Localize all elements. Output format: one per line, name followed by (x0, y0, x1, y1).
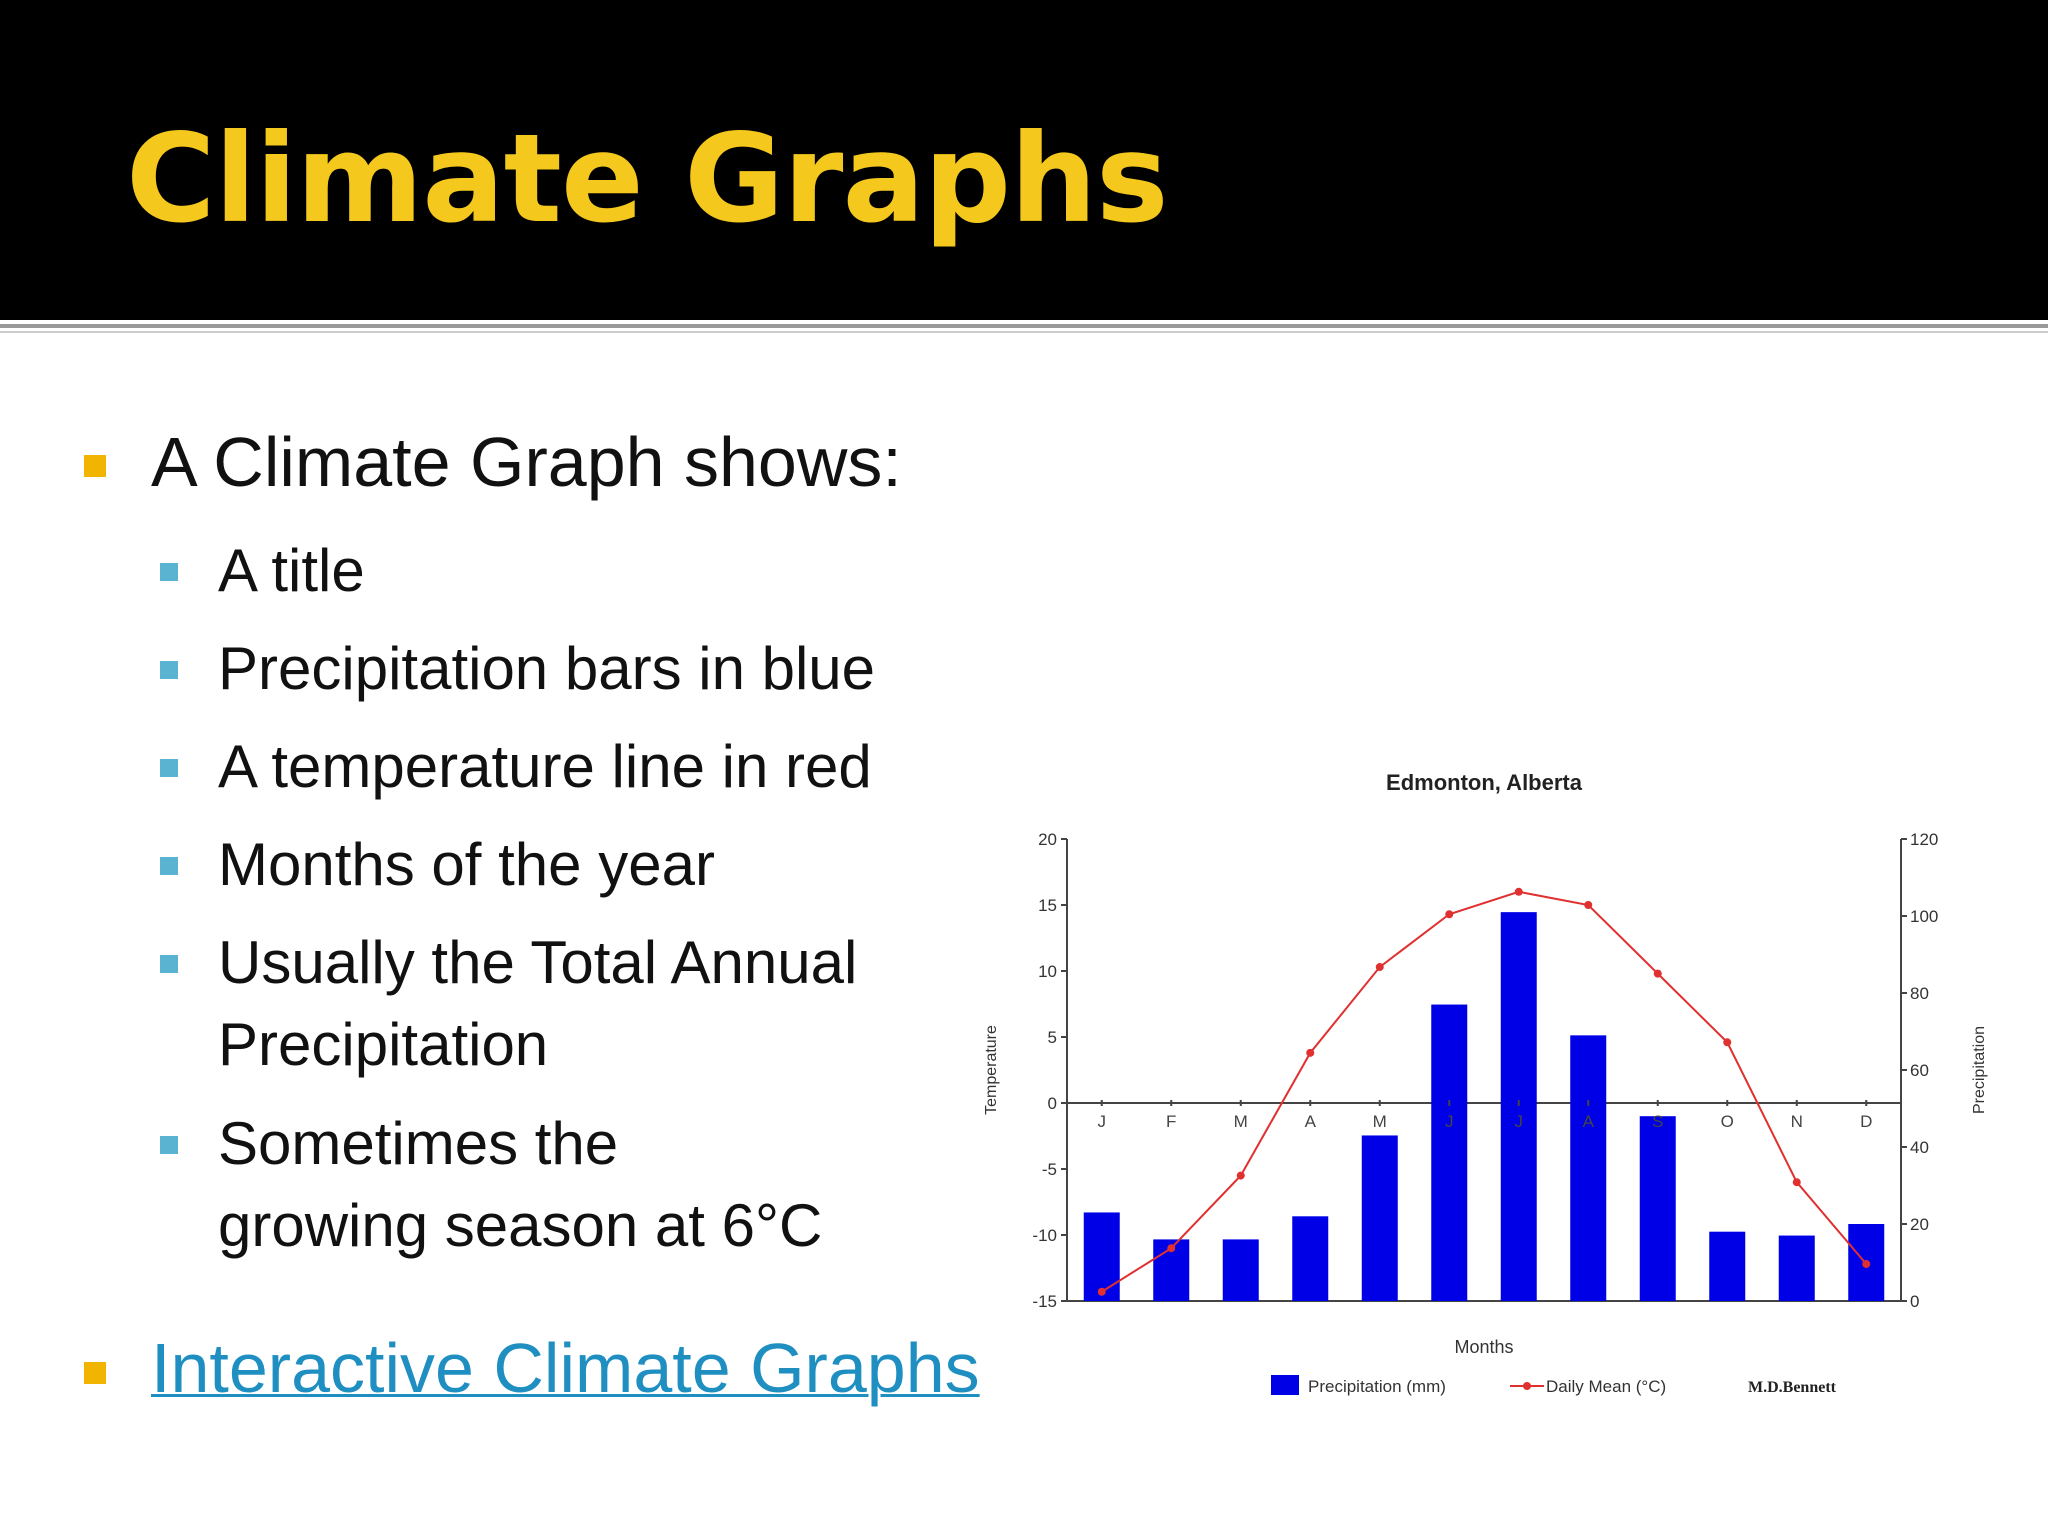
month-label: D (1860, 1112, 1872, 1131)
title-divider-secondary (0, 331, 2048, 333)
right-tick-label: 80 (1910, 984, 1929, 1003)
precipitation-bar (1500, 912, 1537, 1301)
chart-credit: M.D.Bennett (1748, 1379, 1837, 1396)
month-label: A (1305, 1112, 1317, 1131)
bullet-intro: A Climate Graph shows: (151, 423, 902, 501)
temperature-point (1306, 1048, 1315, 1057)
precipitation-bar (1361, 1135, 1398, 1301)
left-tick-label: -10 (1032, 1226, 1057, 1245)
month-label: J (1515, 1112, 1524, 1131)
left-tick-label: 10 (1038, 962, 1057, 981)
right-axis-title: Precipitation (1971, 1026, 1988, 1114)
month-label: O (1721, 1112, 1734, 1131)
temperature-point (1723, 1038, 1732, 1047)
left-tick-label: -15 (1032, 1292, 1057, 1311)
temperature-line (1101, 890, 1868, 1293)
bullet-marker (84, 1362, 106, 1384)
sub-bullet-marker (160, 857, 178, 875)
month-label: J (1445, 1112, 1454, 1131)
temperature-point (1445, 910, 1454, 919)
sub-bullet-marker (160, 661, 178, 679)
slide-title: Climate Graphs (126, 108, 1169, 250)
legend-precipitation-swatch (1271, 1375, 1299, 1395)
sub-bullet-text-continued: growing season at 6°C (218, 1192, 823, 1259)
temperature-point (1653, 969, 1662, 978)
chart-title: Edmonton, Alberta (1386, 770, 1583, 795)
precipitation-bar (1222, 1239, 1259, 1301)
x-axis-title: Months (1454, 1337, 1513, 1357)
bullet-marker (84, 455, 106, 477)
month-label: A (1583, 1112, 1595, 1131)
temperature-point (1236, 1171, 1245, 1180)
precipitation-bar (1639, 1116, 1676, 1301)
sub-bullet-text: Months of the year (218, 831, 715, 898)
sub-bullet-marker (160, 759, 178, 777)
precipitation-bar (1570, 1035, 1607, 1301)
temperature-point (1514, 887, 1523, 896)
interactive-climate-graphs-link[interactable]: Interactive Climate Graphs (151, 1329, 980, 1407)
climate-chart: Edmonton, Alberta 20 15 10 5 0 -5 -10 -15 120 100 8… (983, 770, 1988, 1396)
legend-temperature-marker (1523, 1382, 1531, 1390)
temperature-point (1097, 1287, 1106, 1296)
sub-bullet-text: Sometimes the (218, 1110, 619, 1177)
temperature-point (1375, 963, 1384, 972)
left-tick-label: 20 (1038, 830, 1057, 849)
precipitation-bar (1778, 1235, 1815, 1301)
month-label: M (1234, 1112, 1248, 1131)
left-axis-title: Temperature (983, 1025, 1000, 1115)
legend-precipitation-label: Precipitation (mm) (1308, 1377, 1446, 1396)
title-divider (0, 324, 2048, 328)
temperature-point (1862, 1260, 1871, 1269)
temperature-point (1792, 1178, 1801, 1187)
right-tick-label: 100 (1910, 907, 1938, 926)
precipitation-bar (1709, 1231, 1746, 1301)
right-tick-label: 40 (1910, 1138, 1929, 1157)
right-tick-label: 0 (1910, 1292, 1919, 1311)
month-label: F (1166, 1112, 1176, 1131)
precipitation-bar (1083, 1212, 1120, 1301)
sub-bullet-marker (160, 1136, 178, 1154)
right-tick-label: 60 (1910, 1061, 1929, 1080)
sub-bullet-text: A temperature line in red (218, 733, 872, 800)
sub-bullet-marker (160, 563, 178, 581)
right-tick-label: 120 (1910, 830, 1938, 849)
sub-bullet-marker (160, 955, 178, 973)
precipitation-bar (1431, 1004, 1468, 1301)
left-tick-label: -5 (1042, 1160, 1057, 1179)
month-label: M (1373, 1112, 1387, 1131)
sub-bullet-text: Precipitation bars in blue (218, 635, 876, 702)
left-tick-label: 5 (1048, 1028, 1057, 1047)
month-label: N (1791, 1112, 1803, 1131)
month-label: J (1098, 1112, 1107, 1131)
right-tick-label: 20 (1910, 1215, 1929, 1234)
left-tick-label: 0 (1048, 1094, 1057, 1113)
sub-bullet-text: A title (218, 537, 365, 604)
temperature-point (1167, 1244, 1176, 1253)
sub-bullet-text-continued: Precipitation (218, 1011, 549, 1078)
sub-bullet-text: Usually the Total Annual (218, 929, 858, 996)
title-band: Climate Graphs (0, 0, 2048, 320)
temperature-point (1584, 901, 1593, 909)
precipitation-bar (1292, 1216, 1329, 1301)
left-tick-label: 15 (1038, 896, 1057, 915)
month-label: S (1652, 1112, 1663, 1131)
legend-temperature-label: Daily Mean (°C) (1546, 1377, 1666, 1396)
